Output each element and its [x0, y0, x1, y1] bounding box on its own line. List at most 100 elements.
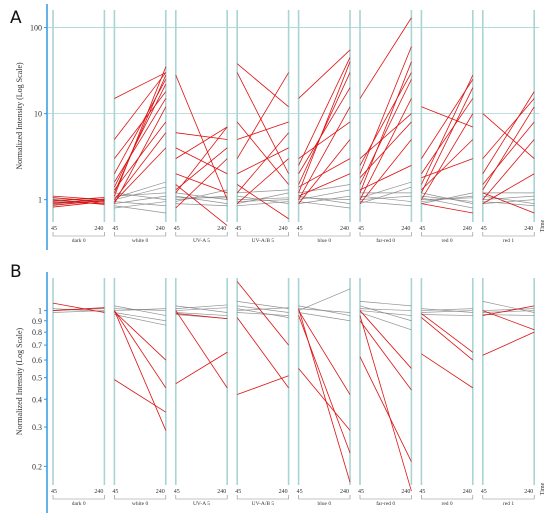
chart-1-ytick-label-3: 0.5 [32, 374, 42, 383]
chart-1-facet7-red-series-2 [482, 310, 535, 331]
chart-0-xtick-start-1: 45 [112, 226, 118, 232]
chart-0-facet-bracket-4 [298, 232, 351, 237]
chart-0-facet1-gray-series-0 [114, 186, 166, 200]
chart-0-facet1-red-series-0 [114, 72, 166, 99]
chart-1-facet1-gray-series-4 [114, 314, 166, 326]
chart-0-facet-bracket-7 [482, 232, 535, 237]
chart-1-xtick-end-1: 240 [156, 489, 165, 495]
chart-1-facet6-gray-series-1 [421, 310, 473, 313]
chart-0-facet6-red-series-2 [421, 87, 474, 194]
chart-0-facet3-gray-series-5 [237, 201, 289, 207]
chart-0-xtick-start-4: 45 [297, 226, 303, 232]
chart-0-facet3-red-series-7 [236, 121, 289, 185]
chart-1-facet-label-1: white 0 [132, 501, 149, 507]
chart-0-facet4-red-series-8 [298, 57, 351, 166]
chart-0-facet1-gray-series-3 [114, 195, 166, 204]
chart-1-facet5-gray-series-3 [359, 305, 412, 322]
chart-1-facet1-red-series-1 [114, 379, 167, 413]
chart-1-facet-label-6: red 0 [442, 501, 453, 507]
chart-1-facet-bracket-0 [52, 495, 105, 500]
chart-1-xtick-end-0: 240 [94, 489, 103, 495]
chart-0-facet1-red-series-10 [114, 98, 167, 183]
chart-1-xtick-start-5: 45 [358, 489, 364, 495]
chart-0-facet3-gray-series-1 [237, 192, 289, 204]
chart-0-facet4-gray-series-5 [298, 197, 351, 201]
chart-0-xtick-end-1: 240 [156, 226, 165, 232]
chart-0-facet0-red-series-6 [52, 195, 105, 201]
chart-0-facet2-gray-series-1 [175, 195, 228, 204]
chart-0-facet4-red-series-5 [298, 121, 351, 159]
chart-0-facet4-red-series-1 [298, 61, 351, 193]
chart-1-facet6-gray-series-0 [421, 308, 473, 311]
chart-0-facet2-red-series-4 [175, 184, 228, 226]
chart-1-facet-bracket-1 [114, 495, 167, 500]
chart-1-facet-bracket-7 [482, 495, 535, 500]
chart-0-facet7-red-series-2 [482, 192, 535, 214]
chart-0-facet3-red-series-2 [236, 72, 289, 159]
chart-0-facet4-gray-series-4 [298, 201, 351, 209]
chart-1-facet6-red-series-1 [421, 353, 474, 389]
chart-1-facet-label-3: UV-A/B 5 [252, 501, 275, 507]
chart-0-facet5-red-series-9 [359, 121, 412, 178]
chart-0-facet-label-1: white 0 [132, 238, 149, 244]
chart-1-facet5-red-series-2 [359, 310, 412, 369]
chart-1-xtick-end-5: 240 [401, 489, 410, 495]
chart-0-facet2-gray-series-3 [175, 192, 228, 201]
chart-0-xtick-start-0: 45 [51, 226, 57, 232]
chart-0-xtick-end-7: 240 [524, 226, 533, 232]
chart-0-facet1-red-series-11 [114, 132, 167, 200]
chart-0-facet7-red-series-0 [482, 113, 535, 159]
chart-0-facet7-red-series-1 [482, 98, 535, 159]
chart-1-facet5-gray-series-1 [359, 308, 412, 311]
chart-1-facet1-red-series-2 [114, 310, 167, 389]
chart-1-xtick-start-0: 45 [51, 489, 57, 495]
chart-0-facet6-gray-series-5 [421, 197, 473, 209]
chart-0-xtick-start-3: 45 [235, 226, 241, 232]
chart-0-facet4-red-series-3 [298, 87, 351, 174]
chart-0-facet2-red-series-3 [175, 132, 228, 140]
chart-0-ytick-label-2: 100 [30, 24, 42, 33]
chart-1-facet4-red-series-1 [298, 315, 351, 453]
chart-1-facet1-gray-series-3 [114, 308, 166, 311]
chart-1-xtick-end-4: 240 [340, 489, 349, 495]
chart-1-ytick-label-4: 0.6 [32, 356, 42, 365]
chart-0-facet7-red-series-4 [482, 139, 535, 200]
chart-0-facet-bracket-6 [421, 232, 474, 237]
chart-0-facet4-red-series-4 [298, 106, 351, 200]
chart-1-facet4-gray-series-0 [298, 288, 351, 311]
chart-0-facet3-red-series-4 [236, 184, 289, 220]
chart-0-facet7-gray-series-1 [482, 195, 535, 204]
chart-0-facet-label-3: UV-A/B 5 [252, 238, 275, 244]
chart-0-facet1-gray-series-4 [114, 192, 166, 201]
chart-0-facet1-red-series-7 [114, 121, 167, 191]
chart-1-facet5-gray-series-2 [359, 312, 412, 331]
chart-0-facet6-red-series-3 [421, 98, 474, 174]
chart-0-facet5-red-series-4 [359, 98, 412, 200]
chart-1-facet7-gray-series-3 [482, 314, 535, 316]
chart-0-facet5-red-series-5 [359, 113, 412, 159]
chart-0-xtick-end-6: 240 [463, 226, 472, 232]
chart-0-facet-bracket-3 [236, 232, 289, 237]
chart-0-facet6-red-series-1 [421, 74, 474, 185]
chart-0-facet1-gray-series-7 [114, 201, 166, 209]
chart-0-facet7-red-series-6 [482, 173, 535, 204]
chart-1-facet7-gray-series-0 [482, 308, 535, 311]
chart-0-facet5-gray-series-2 [359, 195, 412, 202]
chart-0-facet4-red-series-9 [298, 173, 351, 197]
chart-1-facet5-gray-series-4 [359, 300, 412, 307]
chart-1-facet-bracket-6 [421, 495, 474, 500]
chart-0-facet4-red-series-0 [298, 49, 351, 99]
chart-0-facet3-red-series-8 [236, 158, 289, 204]
chart-1-facet5-red-series-1 [359, 356, 412, 462]
chart-1-ytick-label-2: 0.4 [32, 395, 42, 404]
chart-1-facet-label-5: far-red 0 [376, 500, 395, 507]
chart-1-facet6-red-series-2 [421, 313, 474, 353]
chart-1-facet2-red-series-2 [175, 313, 228, 320]
chart-0-facet1-red-series-4 [114, 91, 167, 159]
chart-0-facet5-red-series-7 [359, 72, 412, 166]
chart-0-facet2-red-series-0 [175, 74, 228, 200]
chart-1-facet3-gray-series-1 [237, 305, 289, 313]
chart-0-facet6-red-series-0 [421, 106, 473, 128]
chart-0-facet1-red-series-3 [114, 83, 167, 188]
chart-0-facet-label-2: UV-A 5 [193, 238, 210, 244]
